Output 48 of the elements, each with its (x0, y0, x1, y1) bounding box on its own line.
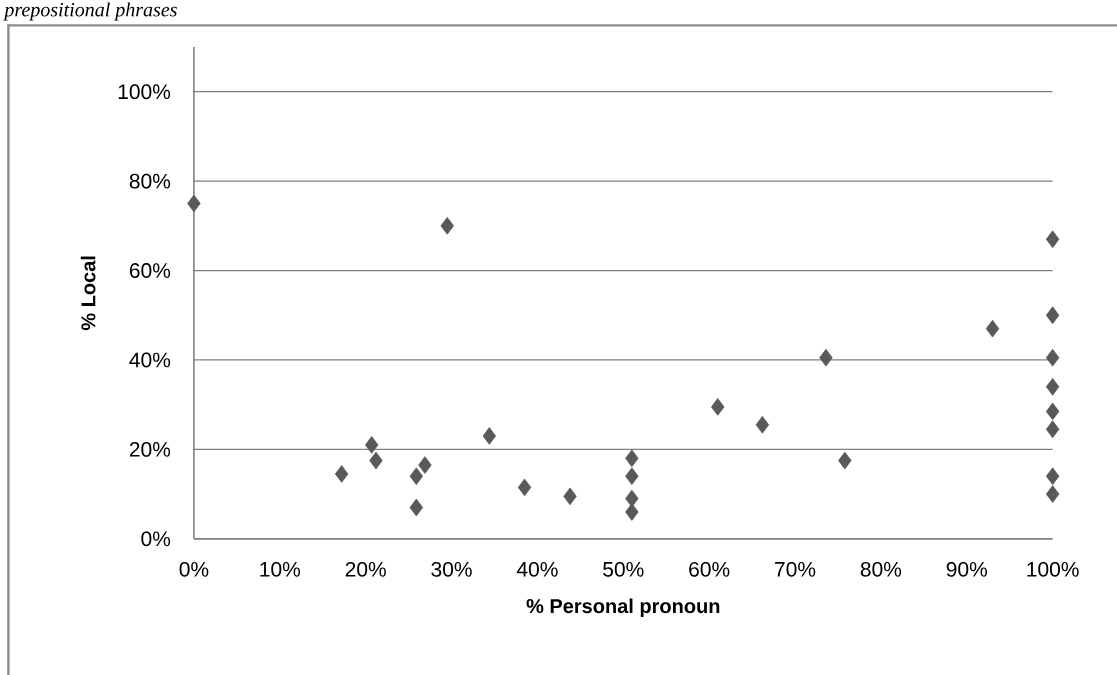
x-tick-label: 0% (179, 561, 209, 577)
y-tick-label: 100% (118, 84, 171, 100)
x-axis-title: % Personal pronoun (526, 598, 720, 617)
point (409, 467, 424, 485)
text: prepositional phrases (3, 2, 177, 21)
point (711, 398, 725, 416)
x-tick-label: 20% (345, 561, 386, 577)
x-tick-label: 40% (516, 561, 558, 577)
y-tick-label: 80% (129, 173, 171, 189)
point (838, 451, 852, 470)
point (334, 465, 349, 483)
point (1045, 306, 1060, 324)
x-tick-label: 90% (946, 561, 987, 577)
point (1045, 230, 1060, 248)
y-tick-label: 40% (129, 352, 171, 368)
point (625, 503, 639, 521)
point (517, 478, 532, 497)
point (369, 451, 383, 470)
point (1045, 420, 1060, 438)
x-tick-label: 10% (260, 561, 301, 577)
y-axis-title: % Local (80, 256, 96, 331)
x-tick-label: 80% (860, 561, 902, 577)
point (364, 436, 379, 454)
point (755, 415, 770, 434)
point (985, 319, 1000, 338)
point (187, 194, 201, 213)
point (625, 489, 639, 508)
point (418, 456, 432, 474)
x-tick-label: 30% (431, 561, 472, 577)
y-tick-label: 20% (129, 441, 171, 457)
point (819, 348, 833, 367)
x-tick-label: 70% (775, 561, 816, 577)
x-tick-label: 60% (689, 561, 730, 577)
point (1045, 377, 1060, 396)
point (482, 427, 497, 445)
y-tick-label: 0% (141, 531, 171, 547)
x-tick-label: 100% (1027, 561, 1079, 577)
point (1045, 348, 1060, 367)
x-tick-label: 50% (603, 561, 644, 577)
point (563, 487, 577, 506)
point (440, 216, 454, 235)
point (1045, 467, 1060, 485)
point (1045, 402, 1060, 421)
y-tick-label: 60% (129, 263, 171, 278)
point (625, 467, 639, 485)
point (625, 449, 639, 468)
point (1045, 485, 1060, 503)
point (409, 498, 424, 517)
